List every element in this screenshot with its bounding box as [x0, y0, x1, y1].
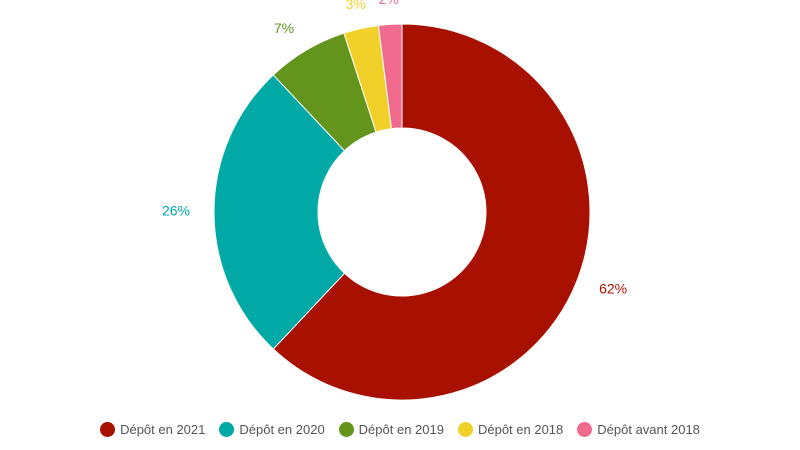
donut-slices [213, 23, 591, 400]
donut-chart: 62% 26% 7% 3% 2% [162, 0, 627, 400]
legend-swatch-2021 [100, 421, 116, 437]
legend-item-2018[interactable]: Dépôt en 2018 [457, 421, 564, 437]
slice-2021[interactable] [272, 23, 591, 400]
legend: Dépôt en 2021 Dépôt en 2020 Dépôt en 2019 D… [0, 419, 800, 439]
slice-label-before-2018: 2% [379, 0, 399, 7]
slice-labels: 62% 26% 7% 3% 2% [162, 0, 627, 297]
legend-item-2019[interactable]: Dépôt en 2019 [338, 421, 444, 437]
legend-label-2020: Dépôt en 2020 [239, 421, 325, 437]
slice-label-2018: 3% [346, 0, 366, 12]
legend-swatch-2020 [219, 421, 235, 437]
slice-label-2021: 62% [599, 281, 627, 297]
legend-label-2021: Dépôt en 2021 [120, 421, 206, 437]
legend-item-before-2018[interactable]: Dépôt avant 2018 [577, 421, 700, 437]
legend-label-before-2018: Dépôt avant 2018 [597, 421, 700, 437]
legend-label-2018: Dépôt en 2018 [477, 421, 564, 437]
legend-swatch-2019 [338, 421, 354, 437]
legend-swatch-2018 [457, 421, 473, 437]
slice-label-2019: 7% [274, 20, 294, 36]
legend-item-2021[interactable]: Dépôt en 2021 [100, 421, 206, 437]
legend-swatch-before-2018 [577, 421, 593, 437]
slice-2020[interactable] [213, 74, 346, 350]
slice-label-2020: 26% [162, 203, 190, 219]
legend-label-2019: Dépôt en 2019 [358, 421, 444, 437]
slice-before-2018[interactable] [377, 23, 403, 130]
legend-item-2020[interactable]: Dépôt en 2020 [219, 421, 325, 437]
